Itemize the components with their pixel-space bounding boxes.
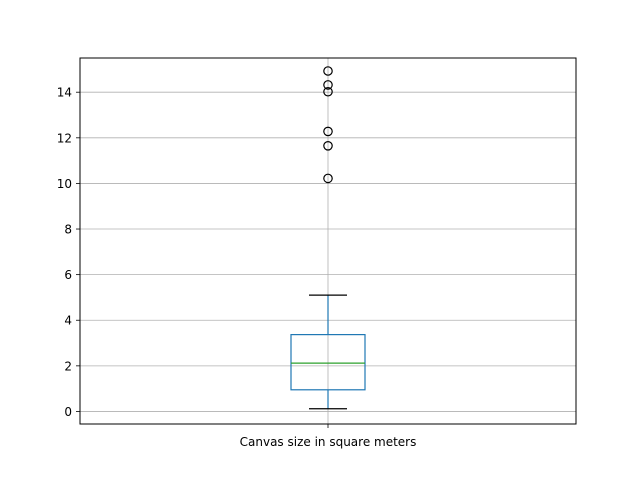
y-tick-label: 4: [64, 314, 72, 328]
y-tick-label: 8: [64, 223, 72, 237]
outlier-point: [323, 86, 333, 97]
axis-layer: 0 2 4 6 8 10 12 14 Canvas size in square meters: [57, 86, 417, 449]
plot-frame: [79, 57, 577, 425]
y-tick-label: 14: [57, 86, 72, 100]
y-tick-label: 12: [57, 131, 72, 145]
y-tick-label: 10: [57, 177, 72, 191]
plot-layer: [290, 66, 366, 410]
y-tick-label: 6: [64, 268, 72, 282]
outlier-point: [323, 173, 333, 184]
y-tick-label: 2: [64, 359, 72, 373]
outlier-point: [323, 80, 333, 90]
outlier-point: [323, 140, 333, 151]
outlier-point: [323, 126, 333, 137]
iqr-box: [290, 334, 366, 391]
grid-layer: [80, 58, 576, 424]
outlier-point: [323, 66, 333, 76]
y-tick-label: 0: [64, 405, 72, 419]
x-tick-label: Canvas size in square meters: [240, 435, 417, 449]
